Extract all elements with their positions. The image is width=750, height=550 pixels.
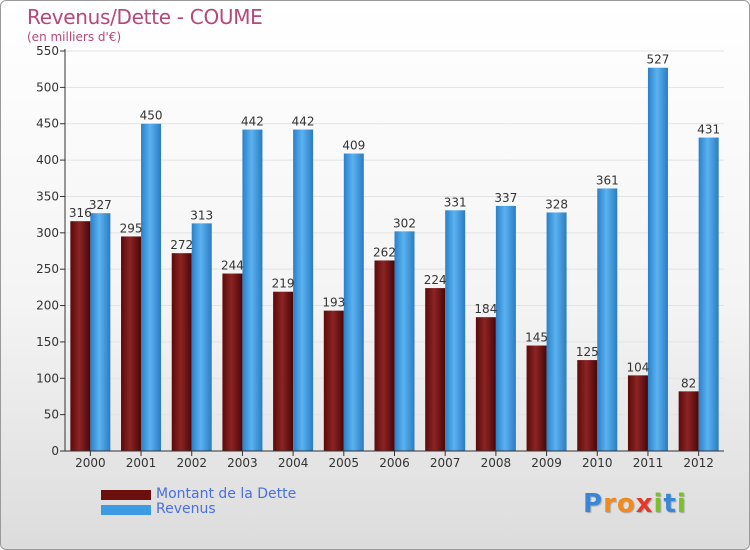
data-label: 450 <box>140 109 163 123</box>
bar-revenus <box>445 210 466 451</box>
bar-dette <box>222 273 243 451</box>
x-tick-label: 2012 <box>683 456 714 470</box>
data-label: 337 <box>494 191 517 205</box>
bar-dette <box>171 253 192 451</box>
data-label: 193 <box>322 296 345 310</box>
y-tick-label: 450 <box>36 117 59 131</box>
data-label: 442 <box>292 115 315 129</box>
logo-letter: i <box>676 489 687 519</box>
bar-revenus <box>698 137 719 451</box>
y-tick-label: 550 <box>36 44 59 58</box>
bar-dette <box>627 375 648 451</box>
y-tick-label: 150 <box>36 335 59 349</box>
x-tick-label: 2011 <box>633 456 664 470</box>
data-label: 224 <box>424 273 447 287</box>
x-tick-label: 2003 <box>227 456 258 470</box>
data-label: 409 <box>342 139 365 153</box>
legend-label-revenus: Revenus <box>156 501 216 517</box>
logo-letter: t <box>663 489 677 519</box>
data-label: 145 <box>525 331 548 345</box>
data-label: 327 <box>89 198 112 212</box>
proxiti-logo: Proxiti <box>583 489 687 519</box>
legend-swatch-revenus <box>101 505 151 515</box>
bar-revenus <box>141 123 162 452</box>
data-label: 361 <box>596 173 619 187</box>
chart-title: Revenus/Dette - COUME <box>27 5 263 29</box>
bar-revenus <box>394 231 415 451</box>
data-label: 262 <box>373 245 396 259</box>
bar-revenus <box>647 67 668 452</box>
y-tick-label: 350 <box>36 189 59 203</box>
y-tick-label: 200 <box>36 299 59 313</box>
data-label: 272 <box>170 238 193 252</box>
chart-subtitle: (en milliers d'€) <box>27 30 122 44</box>
data-label: 184 <box>474 302 497 316</box>
y-tick-label: 50 <box>44 408 59 422</box>
bar-revenus <box>191 223 212 451</box>
legend-swatch-dette <box>101 490 151 500</box>
bar-revenus <box>293 129 314 451</box>
x-tick-label: 2010 <box>582 456 613 470</box>
data-label: 82 <box>681 376 696 390</box>
data-label: 316 <box>69 206 92 220</box>
bar-dette <box>273 291 294 451</box>
y-tick-label: 100 <box>36 371 59 385</box>
data-label: 527 <box>647 53 670 67</box>
bar-revenus <box>242 129 263 451</box>
bar-revenus <box>90 213 111 451</box>
data-label: 331 <box>444 195 467 209</box>
bar-revenus <box>343 153 364 451</box>
data-label: 104 <box>627 360 650 374</box>
x-tick-label: 2006 <box>379 456 410 470</box>
x-tick-label: 2001 <box>126 456 157 470</box>
y-tick-label: 0 <box>51 444 59 458</box>
data-label: 219 <box>272 277 295 291</box>
bar-revenus <box>597 188 618 452</box>
data-label: 244 <box>221 259 244 273</box>
bar-dette <box>475 317 496 451</box>
bar-dette <box>323 310 344 451</box>
logo-letter: i <box>653 489 664 519</box>
x-tick-label: 2007 <box>430 456 461 470</box>
logo-letter: x <box>635 489 654 519</box>
bar-dette <box>425 288 446 451</box>
x-tick-label: 2002 <box>176 456 207 470</box>
data-label: 442 <box>241 115 264 129</box>
data-label: 313 <box>190 208 213 222</box>
y-tick-label: 250 <box>36 262 59 276</box>
x-tick-label: 2004 <box>278 456 309 470</box>
bar-revenus <box>495 205 516 451</box>
bar-dette <box>121 236 142 451</box>
data-label: 125 <box>576 345 599 359</box>
logo-letter: P <box>583 489 604 519</box>
x-tick-label: 2005 <box>329 456 360 470</box>
y-tick-label: 300 <box>36 226 59 240</box>
data-label: 295 <box>120 221 143 235</box>
x-tick-label: 2000 <box>75 456 106 470</box>
logo-letter: o <box>616 489 636 519</box>
logo-letter: r <box>603 489 617 519</box>
x-tick-label: 2008 <box>481 456 512 470</box>
y-tick-label: 400 <box>36 153 59 167</box>
y-tick-label: 500 <box>36 80 59 94</box>
x-tick-label: 2009 <box>531 456 562 470</box>
data-label: 328 <box>545 197 568 211</box>
bar-dette <box>526 345 547 451</box>
bar-dette <box>70 221 91 451</box>
data-label: 302 <box>393 216 416 230</box>
bar-revenus <box>546 212 567 451</box>
bar-dette <box>374 260 395 451</box>
legend-label-dette: Montant de la Dette <box>156 486 297 502</box>
bar-dette <box>577 360 598 451</box>
bar-dette <box>678 391 699 451</box>
data-label: 431 <box>697 123 720 137</box>
